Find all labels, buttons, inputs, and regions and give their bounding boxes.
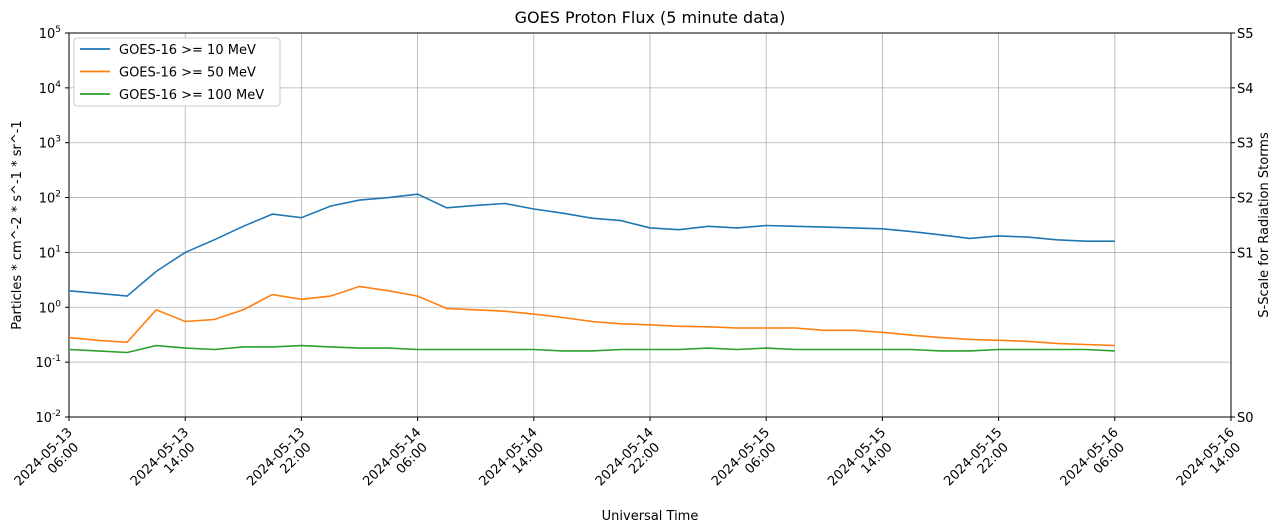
x-tick-label: 2024-05-1506:00 [709, 425, 784, 500]
y2-tick-label: S1 [1237, 246, 1254, 261]
series-line [68, 285, 1115, 347]
y-tick-label: 105 [39, 25, 61, 42]
y-tick-label: 102 [39, 190, 61, 207]
legend-label: GOES-16 >= 10 MeV [119, 43, 256, 58]
legend-label: GOES-16 >= 50 MeV [119, 66, 256, 81]
x-tick-label: 2024-05-1606:00 [1058, 425, 1133, 500]
y2-tick-label: S2 [1237, 192, 1254, 207]
y-tick-label: 10-1 [35, 354, 61, 371]
x-tick-label: 2024-05-1314:00 [128, 425, 203, 500]
y2-tick-label: S4 [1237, 82, 1254, 97]
y-tick-label: 104 [39, 80, 62, 97]
series-line [68, 193, 1115, 297]
series-line [68, 344, 1115, 354]
x-axis-label: Universal Time [602, 509, 699, 524]
y2-axis-label: S-Scale for Radiation Storms [1257, 132, 1272, 318]
y-axis-label: Particles * cm^-2 * s^-1 * sr^-1 [10, 120, 25, 329]
x-tick-label: 2024-05-1322:00 [244, 425, 319, 500]
y2-tick-label: S3 [1237, 137, 1254, 152]
y-tick-label: 10-2 [35, 409, 61, 426]
x-tick-label: 2024-05-1414:00 [477, 425, 552, 500]
y-tick-label: 101 [39, 244, 61, 261]
x-tick-label: 2024-05-1406:00 [360, 425, 435, 500]
x-tick-label: 2024-05-1422:00 [593, 425, 668, 500]
legend-label: GOES-16 >= 100 MeV [119, 88, 264, 103]
legend-box [73, 37, 281, 107]
legend: GOES-16 >= 10 MeV GOES-16 >= 50 MeV GOES-1… [73, 37, 281, 107]
y-tick-label: 100 [39, 299, 62, 316]
chart-title: GOES Proton Flux (5 minute data) [515, 8, 786, 27]
x-tick-label: 2024-05-1614:00 [1174, 425, 1249, 500]
y2-tick-label: S5 [1237, 27, 1254, 42]
plot-frame [68, 32, 1232, 418]
y2-tick-label: S0 [1237, 411, 1254, 426]
x-tick-label: 2024-05-1306:00 [12, 425, 87, 500]
y-tick-label: 103 [39, 135, 61, 152]
x-tick-label: 2024-05-1522:00 [941, 425, 1016, 500]
x-tick-label: 2024-05-1514:00 [825, 425, 900, 500]
